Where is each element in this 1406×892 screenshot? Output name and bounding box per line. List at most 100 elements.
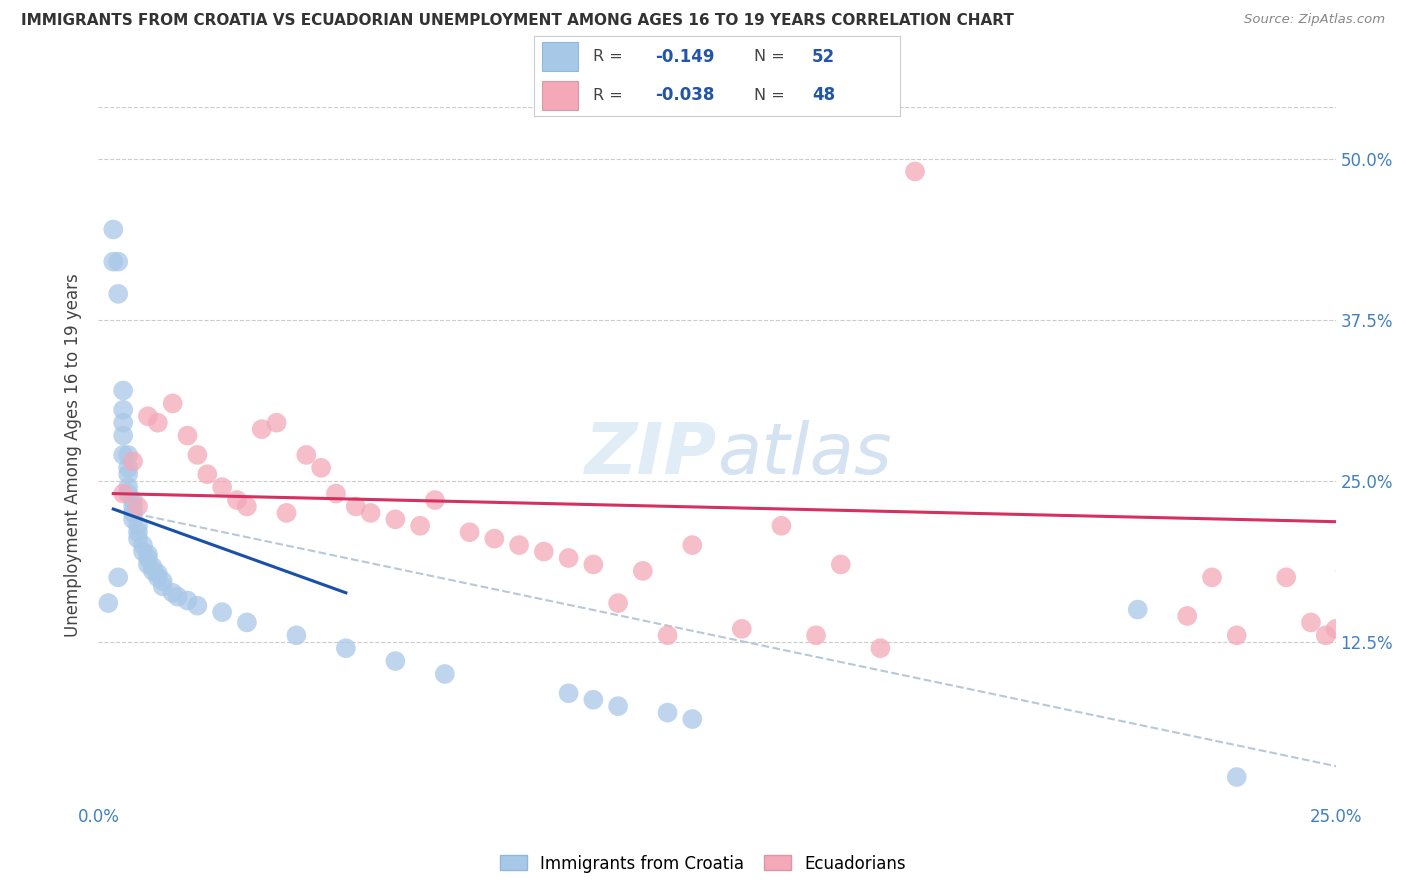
Legend: Immigrants from Croatia, Ecuadorians: Immigrants from Croatia, Ecuadorians (494, 848, 912, 880)
Point (1226, 628, 1249, 642)
Text: Source: ZipAtlas.com: Source: ZipAtlas.com (1244, 13, 1385, 27)
Point (117, 467, 139, 482)
Point (107, 254, 129, 268)
Point (607, 596, 630, 610)
Point (112, 428, 135, 442)
Point (681, 712, 703, 726)
Point (146, 416, 169, 430)
Point (117, 460, 139, 475)
Point (112, 416, 135, 430)
Text: R =: R = (593, 87, 627, 103)
Point (142, 560, 165, 574)
Point (162, 586, 184, 600)
Point (195, 467, 218, 482)
Point (176, 428, 198, 442)
Point (285, 628, 308, 642)
Point (344, 500, 367, 514)
Point (117, 486, 139, 500)
Text: 48: 48 (813, 87, 835, 104)
Point (1324, 622, 1347, 636)
Point (146, 566, 169, 581)
Point (112, 448, 135, 462)
Point (657, 628, 679, 642)
Point (557, 551, 579, 566)
Point (804, 628, 827, 642)
Point (107, 286, 129, 301)
Text: 52: 52 (813, 47, 835, 65)
Point (1299, 615, 1322, 630)
Point (186, 599, 208, 613)
FancyBboxPatch shape (541, 80, 578, 110)
Point (103, 254, 125, 268)
Point (295, 448, 318, 462)
Point (484, 532, 506, 546)
Point (152, 579, 174, 593)
Point (770, 518, 793, 533)
Text: -0.149: -0.149 (655, 47, 714, 65)
Point (325, 486, 347, 500)
Point (433, 667, 456, 681)
Point (830, 558, 852, 572)
Point (1175, 609, 1198, 624)
Point (211, 480, 233, 494)
Point (360, 506, 382, 520)
Point (236, 615, 259, 630)
Point (266, 416, 288, 430)
Point (122, 493, 145, 508)
Point (162, 396, 184, 410)
Point (508, 538, 530, 552)
Point (122, 500, 145, 514)
Point (869, 641, 891, 656)
Point (904, 164, 927, 178)
Point (1201, 570, 1223, 584)
Point (112, 402, 135, 417)
Point (250, 422, 273, 436)
Point (132, 538, 155, 552)
Point (112, 486, 135, 500)
Point (127, 500, 149, 514)
Text: ZIP: ZIP (585, 420, 717, 490)
Text: N =: N = (754, 87, 790, 103)
Point (409, 518, 432, 533)
Point (631, 564, 654, 578)
Y-axis label: Unemployment Among Ages 16 to 19 years: Unemployment Among Ages 16 to 19 years (65, 273, 83, 637)
Point (117, 448, 139, 462)
Point (186, 448, 208, 462)
Point (136, 547, 159, 561)
Point (127, 532, 149, 546)
Point (117, 480, 139, 494)
Point (309, 460, 332, 475)
Point (211, 605, 233, 619)
Point (607, 699, 630, 714)
Point (132, 544, 155, 558)
Point (335, 641, 357, 656)
Point (384, 654, 406, 668)
Point (582, 692, 605, 706)
Point (127, 525, 149, 540)
Point (731, 622, 754, 636)
Point (122, 512, 145, 526)
Text: IMMIGRANTS FROM CROATIA VS ECUADORIAN UNEMPLOYMENT AMONG AGES 16 TO 19 YEARS COR: IMMIGRANTS FROM CROATIA VS ECUADORIAN UN… (21, 13, 1014, 29)
Point (107, 570, 129, 584)
Point (1315, 628, 1337, 642)
Point (122, 506, 145, 520)
Point (1226, 770, 1249, 784)
Point (681, 538, 703, 552)
Text: atlas: atlas (717, 420, 891, 490)
Point (136, 551, 159, 566)
Point (423, 493, 446, 508)
Point (127, 518, 149, 533)
Text: N =: N = (754, 49, 790, 64)
Point (276, 506, 298, 520)
Point (136, 409, 159, 424)
Point (166, 590, 188, 604)
Point (176, 593, 198, 607)
Point (112, 384, 135, 398)
Point (146, 570, 169, 584)
Text: -0.038: -0.038 (655, 87, 714, 104)
Point (458, 525, 481, 540)
Text: R =: R = (593, 49, 627, 64)
Point (136, 558, 159, 572)
Point (226, 493, 249, 508)
Point (142, 564, 165, 578)
